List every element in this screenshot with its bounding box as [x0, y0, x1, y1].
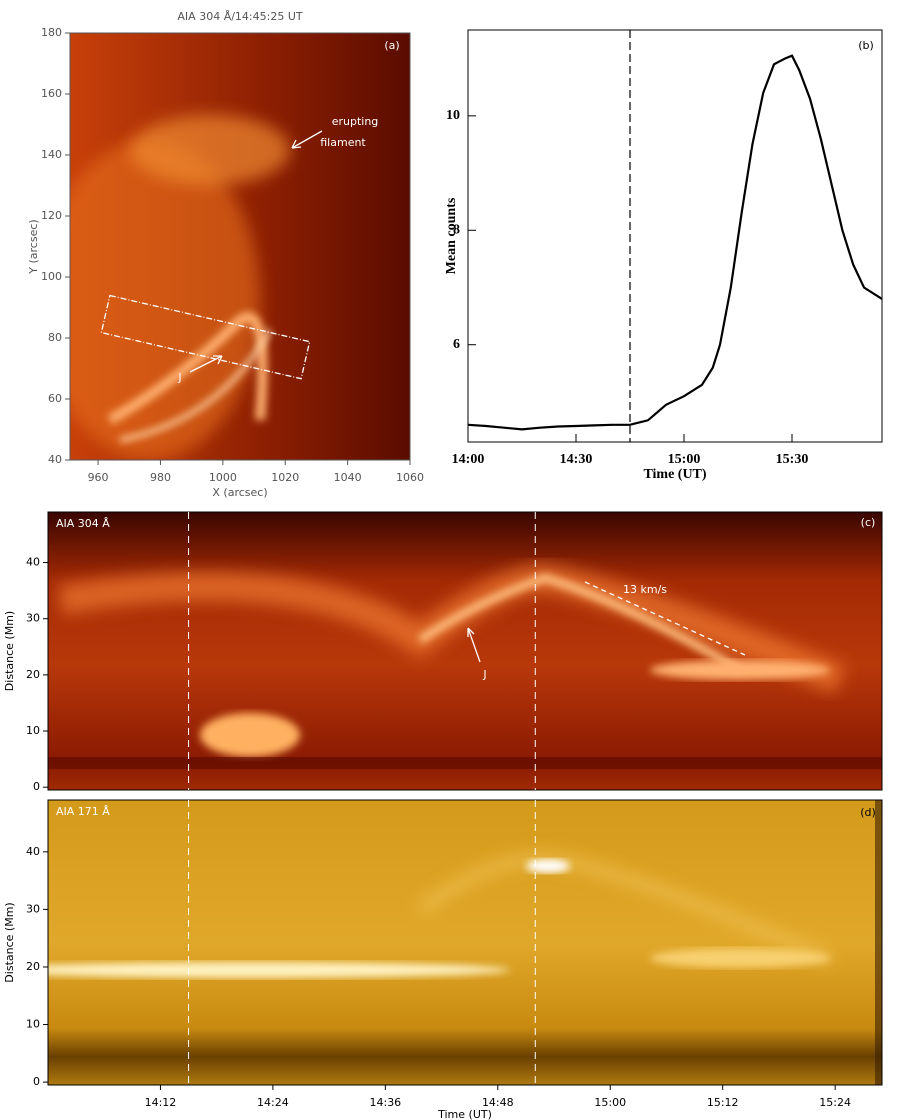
- y-tick-label: 30: [26, 612, 40, 625]
- arrows: [100, 130, 746, 663]
- annotation: J: [177, 371, 181, 384]
- x-tick-label: 1020: [271, 471, 299, 484]
- y-tick-label: 120: [41, 209, 62, 222]
- plot-frame: [69, 32, 411, 461]
- plot-frame: [47, 511, 883, 791]
- x-tick-label: 980: [150, 471, 171, 484]
- y-tick-label: 20: [26, 960, 40, 973]
- y-tick-label: 80: [48, 331, 62, 344]
- x-tick-label: 14:48: [482, 1096, 514, 1109]
- x-axis-label: Time (UT): [437, 1108, 492, 1120]
- annotation: 13 km/s: [623, 583, 667, 596]
- y-tick-label: 6: [453, 337, 460, 352]
- image-d: [48, 800, 882, 1085]
- x-tick-label: 15:30: [776, 452, 809, 467]
- annotation: erupting: [332, 115, 379, 128]
- x-tick-label: 1060: [396, 471, 424, 484]
- panel-title: AIA 304 Å/14:45:25 UT: [177, 10, 302, 23]
- y-tick-label: 40: [26, 845, 40, 858]
- y-tick-label: 40: [48, 453, 62, 466]
- panel-title: AIA 171 Å: [56, 805, 110, 818]
- panel-label: (a): [384, 39, 399, 52]
- y-tick-label: 40: [26, 556, 40, 569]
- x-tick-label: 14:00: [452, 452, 485, 467]
- y-tick-label: 10: [26, 724, 40, 737]
- y-tick-label: 100: [41, 270, 62, 283]
- y-tick-label: 0: [33, 1075, 40, 1088]
- y-tick-label: 8: [453, 222, 460, 237]
- y-tick-label: 20: [26, 668, 40, 681]
- x-tick-label: 14:12: [145, 1096, 177, 1109]
- x-tick-label: 15:00: [668, 452, 701, 467]
- annotation: filament: [320, 136, 366, 149]
- plot-frame: [47, 799, 883, 1086]
- data-line: [467, 54, 883, 431]
- y-axis-label: Distance (Mm): [3, 611, 16, 691]
- y-axis-label: Distance (Mm): [3, 902, 16, 982]
- y-axis-label: Y (arcsec): [27, 219, 40, 274]
- x-tick-label: 960: [88, 471, 109, 484]
- x-axis-label: X (arcsec): [212, 486, 267, 499]
- y-tick-label: 10: [26, 1018, 40, 1031]
- x-tick-label: 15:24: [819, 1096, 851, 1109]
- panel-label: (c): [861, 516, 876, 529]
- annotation: J: [482, 668, 486, 681]
- x-tick-label: 1040: [334, 471, 362, 484]
- plot-frame: [467, 29, 883, 443]
- x-tick-label: 15:00: [594, 1096, 626, 1109]
- x-tick-label: 1000: [209, 471, 237, 484]
- y-tick-label: 10: [446, 108, 460, 123]
- panel-title: AIA 304 Å: [56, 517, 110, 530]
- x-tick-label: 14:36: [369, 1096, 401, 1109]
- y-tick-label: 60: [48, 392, 62, 405]
- y-tick-label: 140: [41, 148, 62, 161]
- y-tick-label: 180: [41, 26, 62, 39]
- image-c: [48, 512, 882, 790]
- y-tick-label: 160: [41, 87, 62, 100]
- x-tick-label: 14:30: [560, 452, 593, 467]
- x-tick-label: 15:12: [707, 1096, 739, 1109]
- y-tick-label: 0: [33, 780, 40, 793]
- x-axis-label: Time (UT): [643, 467, 706, 482]
- panel-label: (b): [858, 39, 874, 52]
- x-tick-label: 14:24: [257, 1096, 289, 1109]
- y-axis-label: Mean counts: [444, 197, 459, 274]
- y-tick-label: 30: [26, 902, 40, 915]
- image-a: [70, 33, 410, 460]
- panel-label: (d): [860, 806, 876, 819]
